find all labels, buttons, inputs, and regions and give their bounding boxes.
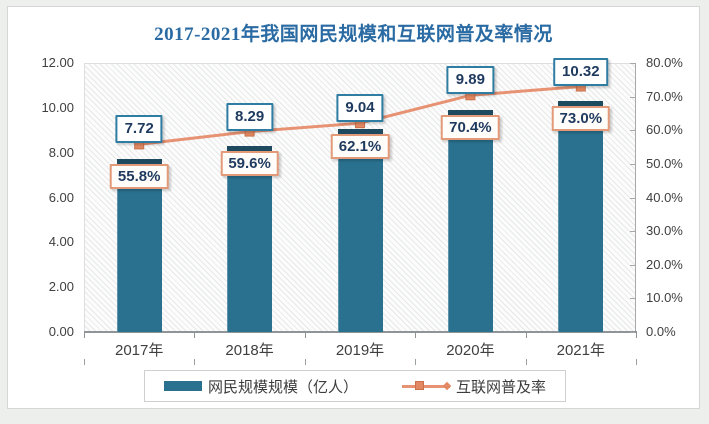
chart-card: 2017-2021年我国网民规模和互联网普及率情况 12.00 10.00 8.00… xyxy=(7,6,700,409)
bar-value-callout: 7.72 xyxy=(115,115,163,144)
right-axis-tick-mark xyxy=(630,130,635,132)
y-axis-tick-right: 80.0% xyxy=(646,55,683,70)
y-axis-tick-left: 12.00 xyxy=(41,55,74,70)
axis-boundary-tick xyxy=(525,333,527,338)
right-axis-tick-mark xyxy=(630,63,635,64)
line-value-label: 55.8% xyxy=(109,163,169,189)
legend-entry-line-series: 互联网普及率 xyxy=(402,376,546,397)
bar: 73.0% xyxy=(551,100,611,332)
trend-line-layer xyxy=(134,81,586,150)
axis-boundary-tick-lower xyxy=(415,359,417,365)
right-axis-tick-mark xyxy=(630,231,635,233)
left-axis-labels: 12.00 10.00 8.00 6.00 4.00 2.00 0.00 xyxy=(20,7,74,408)
y-axis-tick-left: 0.00 xyxy=(48,324,74,339)
bar-value-callout: 9.04 xyxy=(336,94,384,123)
y-axis-tick-left: 4.00 xyxy=(48,234,74,250)
bar-top-cap xyxy=(337,129,383,136)
axis-boundary-tick xyxy=(304,333,306,338)
axis-boundary-tick xyxy=(636,333,637,338)
line-value-label: 62.1% xyxy=(330,134,390,160)
legend-entry-bar-series: 网民规模规模（亿人） xyxy=(163,376,358,397)
bar: 62.1% xyxy=(330,129,390,332)
axis-boundary-tick xyxy=(84,333,85,338)
axis-boundary-tick xyxy=(194,333,196,338)
x-axis-label: 2019年 xyxy=(335,342,385,359)
y-axis-tick-left: 8.00 xyxy=(48,144,74,160)
bar-top-cap xyxy=(227,146,273,153)
y-axis-tick-right: 10.0% xyxy=(646,290,683,306)
line-value-label: 59.6% xyxy=(220,151,279,177)
line-series-swatch-icon xyxy=(402,380,452,392)
axis-boundary-tick-lower xyxy=(304,359,306,365)
bar: 59.6% xyxy=(220,146,279,332)
bar-top-cap xyxy=(447,110,493,117)
y-axis-tick-right: 20.0% xyxy=(646,256,683,272)
axis-boundary-tick-lower xyxy=(194,359,196,365)
x-axis-line xyxy=(84,331,637,333)
bar-top-cap xyxy=(116,158,162,165)
y-axis-tick-left: 10.00 xyxy=(41,99,74,115)
bar-top-cap xyxy=(558,100,604,107)
line-swatch-square-marker xyxy=(415,380,424,390)
line-swatch-stroke xyxy=(402,384,450,388)
bar: 70.4% xyxy=(441,110,500,332)
chart-title: 2017-2021年我国网民规模和互联网普及率情况 xyxy=(154,24,553,45)
y-axis-tick-right: 70.0% xyxy=(646,88,683,104)
line-swatch-diamond-cap xyxy=(442,381,452,390)
bar-series-swatch-icon xyxy=(163,381,202,391)
right-axis-tick-mark xyxy=(630,163,635,165)
y-axis-tick-right: 30.0% xyxy=(646,223,683,239)
legend-line-series-label: 互联网普及率 xyxy=(456,378,547,396)
right-axis-tick-mark xyxy=(630,264,635,266)
axis-boundary-tick-lower xyxy=(636,359,637,365)
line-value-label: 73.0% xyxy=(551,105,611,131)
x-axis-label: 2020年 xyxy=(446,342,495,359)
y-axis-tick-right: 40.0% xyxy=(646,189,683,205)
x-axis-label: 2018年 xyxy=(225,342,274,359)
legend: 网民规模规模（亿人） 互联网普及率 xyxy=(144,370,566,402)
bar-value-callout: 9.89 xyxy=(446,66,494,95)
y-axis-tick-right: 0.0% xyxy=(646,324,676,339)
right-axis-line xyxy=(635,63,636,333)
axis-boundary-tick xyxy=(415,333,417,338)
right-axis-tick-mark xyxy=(630,298,635,300)
y-axis-tick-left: 6.00 xyxy=(48,189,74,205)
right-axis-tick-mark xyxy=(630,96,635,98)
x-axis-label: 2017年 xyxy=(115,342,164,359)
y-axis-tick-right: 60.0% xyxy=(646,122,683,138)
bar-value-callout: 8.29 xyxy=(225,102,274,131)
line-value-label: 70.4% xyxy=(441,115,500,141)
axis-boundary-tick-lower xyxy=(525,359,527,365)
axis-boundary-tick-lower xyxy=(84,359,85,365)
bar-value-callout: 10.32 xyxy=(553,57,609,86)
x-axis-label: 2021年 xyxy=(556,342,605,359)
right-axis-tick-mark xyxy=(630,332,635,333)
y-axis-tick-right: 50.0% xyxy=(646,155,683,171)
bar: 55.8% xyxy=(109,158,169,332)
right-axis-labels: 80.0% 70.0% 60.0% 50.0% 40.0% 30.0% 20.0% 10.0%… xyxy=(646,7,704,408)
right-axis-tick-mark xyxy=(630,197,635,199)
legend-bar-series-label: 网民规模规模（亿人） xyxy=(207,378,358,396)
y-axis-tick-left: 2.00 xyxy=(48,279,74,295)
